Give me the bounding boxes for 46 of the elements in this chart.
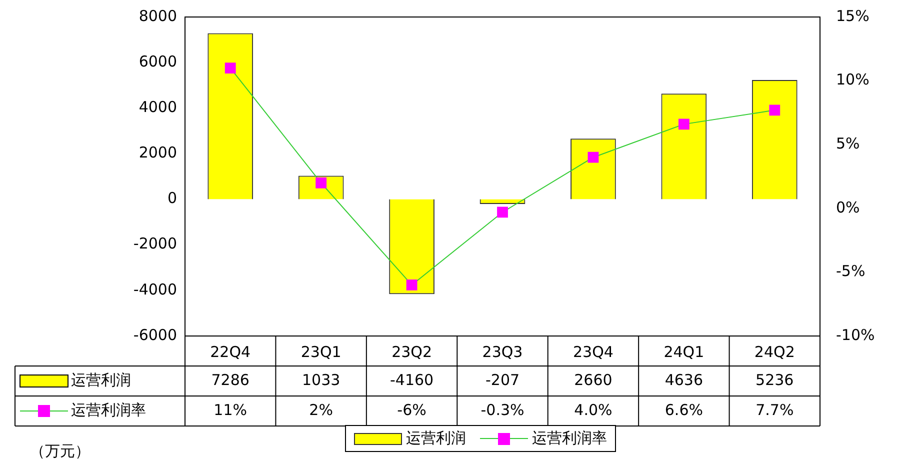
y2-tick-label: -5% <box>836 262 866 280</box>
point <box>224 62 236 74</box>
y-tick-label: 2000 <box>138 144 177 162</box>
x-tick-label: 24Q1 <box>664 342 704 361</box>
y-tick-label: 8000 <box>138 6 177 25</box>
data-label: 6.6% <box>664 400 703 419</box>
data-label: 11% <box>214 400 248 419</box>
point <box>678 118 690 130</box>
data-label: 7.7% <box>756 400 794 419</box>
data-label: -207 <box>485 370 520 389</box>
y2-tick-label: -10% <box>836 326 875 344</box>
point <box>406 280 418 290</box>
y-tick-label: 0 <box>167 189 177 208</box>
y2-tick-label: 0% <box>836 198 860 216</box>
y2-tick-label: 10% <box>836 70 870 89</box>
legend-label: 运营利润 <box>71 370 131 389</box>
y2-tick-label: 15% <box>836 6 870 25</box>
point <box>497 206 508 218</box>
legend-label: 运营利润率 <box>71 400 146 419</box>
data-label: -0.3% <box>480 400 524 419</box>
x-tick-label: 23Q1 <box>300 342 342 361</box>
data-label: 2% <box>309 400 333 419</box>
x-tick-label: 23Q3 <box>482 342 523 361</box>
data-label: 4636 <box>664 370 704 389</box>
x-tick-label: 24Q2 <box>754 342 795 361</box>
x-tick-label: 23Q4 <box>572 342 614 361</box>
data-label: 5236 <box>756 370 794 389</box>
data-label: 7286 <box>211 370 250 389</box>
data-label: 2660 <box>574 370 612 389</box>
x-tick-label: 23Q2 <box>392 342 432 361</box>
y-tick-label: 4000 <box>138 98 177 116</box>
data-label: 1033 <box>302 370 340 389</box>
point <box>769 104 780 116</box>
text: 运营利润率 <box>532 429 607 447</box>
y-tick-label: -2000 <box>133 234 177 253</box>
y-tick-label: -4000 <box>133 280 177 298</box>
data-label: 4.0% <box>574 400 612 419</box>
y-tick-label: -6000 <box>133 326 177 344</box>
data-label: -4160 <box>390 370 434 389</box>
text: 运营利润 <box>406 429 466 447</box>
y-tick-label: 6000 <box>138 52 177 70</box>
data-label: -6% <box>397 400 426 419</box>
x-tick-label: 22Q4 <box>210 342 251 361</box>
text: （万元） <box>30 442 90 460</box>
y2-tick-label: 5% <box>836 134 860 152</box>
point <box>588 152 599 163</box>
